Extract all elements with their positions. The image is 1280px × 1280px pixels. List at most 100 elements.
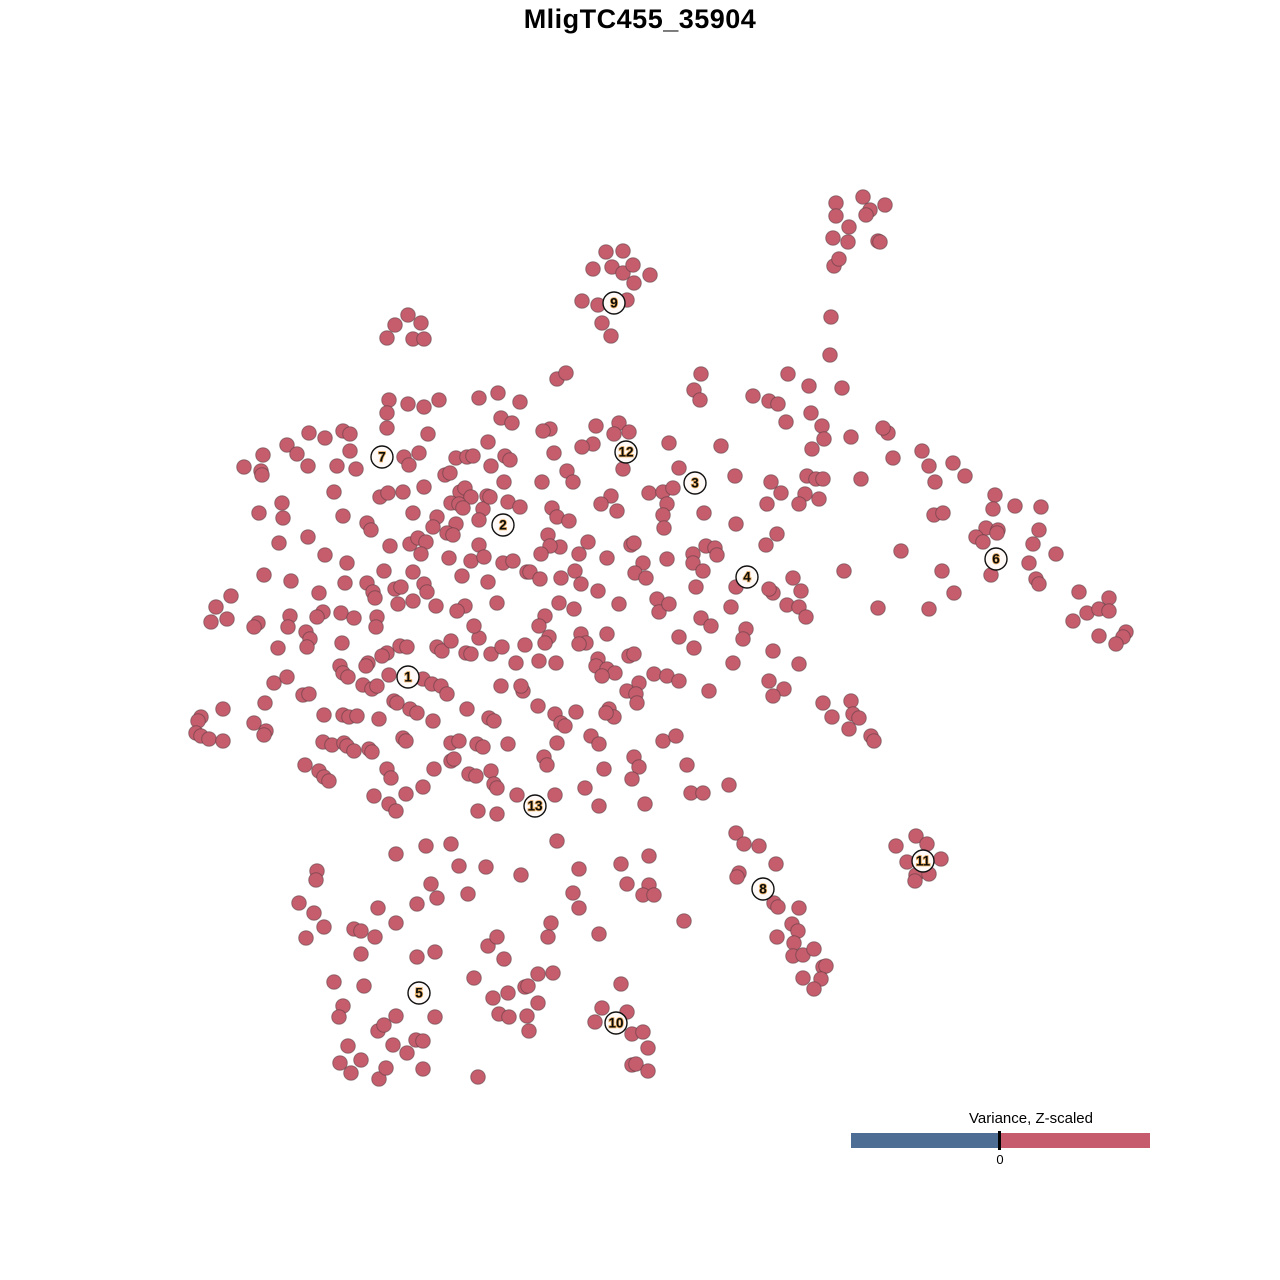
data-point [342, 426, 358, 442]
data-point [460, 886, 476, 902]
data-point [671, 629, 687, 645]
data-point [256, 567, 272, 583]
data-point [299, 639, 315, 655]
data-point [409, 896, 425, 912]
data-point [919, 836, 935, 852]
cluster-badge-halo: 12 [618, 445, 633, 460]
cluster-badge-halo: 5 [415, 986, 423, 1001]
data-point [546, 445, 562, 461]
data-point [656, 520, 672, 536]
data-point [449, 603, 465, 619]
data-point [853, 471, 869, 487]
cluster-badge-circle [523, 794, 547, 818]
data-point [494, 639, 510, 655]
data-point [427, 944, 443, 960]
data-point [671, 673, 687, 689]
data-point [626, 275, 642, 291]
data-point [309, 609, 325, 625]
cluster-badge-halo: 8 [759, 882, 767, 897]
data-point [334, 635, 350, 651]
data-point [769, 929, 785, 945]
data-point [801, 378, 817, 394]
data-point [985, 501, 1001, 517]
data-point [434, 643, 450, 659]
data-point [626, 646, 642, 662]
data-point [571, 900, 587, 916]
cluster-badge-circle [984, 547, 1008, 571]
data-point [671, 460, 687, 476]
data-point [594, 668, 610, 684]
data-point [606, 426, 622, 442]
data-point [580, 534, 596, 550]
data-point [246, 715, 262, 731]
data-point [1021, 555, 1037, 571]
data-point [376, 1017, 392, 1033]
data-point [446, 751, 462, 767]
data-point [626, 535, 642, 551]
data-point [398, 786, 414, 802]
data-point [609, 503, 625, 519]
data-point [851, 710, 867, 726]
data-point [512, 394, 528, 410]
data-point [728, 516, 744, 532]
data-point [934, 563, 950, 579]
data-point [778, 414, 794, 430]
data-point [1025, 536, 1041, 552]
data-point [255, 447, 271, 463]
data-point [591, 798, 607, 814]
data-point [635, 1024, 651, 1040]
data-point [358, 658, 374, 674]
data-point [531, 653, 547, 669]
data-point [695, 785, 711, 801]
data-point [335, 508, 351, 524]
data-point [585, 261, 601, 277]
data-point [831, 251, 847, 267]
data-point [532, 571, 548, 587]
data-point [366, 788, 382, 804]
data-point [553, 570, 569, 586]
data-point [471, 512, 487, 528]
cluster-label-6: 66 [984, 547, 1008, 571]
data-point [379, 405, 395, 421]
data-point [251, 505, 267, 521]
cluster-label-7: 77 [370, 445, 394, 469]
data-point [695, 563, 711, 579]
data-point [769, 526, 785, 542]
data-point [729, 869, 745, 885]
data-point [549, 735, 565, 751]
data-point [594, 315, 610, 331]
cluster-badge-halo: 7 [378, 450, 386, 465]
data-point [834, 380, 850, 396]
data-point [400, 307, 416, 323]
data-point [921, 601, 937, 617]
data-point [534, 474, 550, 490]
data-point [476, 549, 492, 565]
data-point [485, 990, 501, 1006]
data-point [768, 856, 784, 872]
data-point [804, 441, 820, 457]
data-point [625, 257, 641, 273]
legend-zero-label: 0 [996, 1152, 1004, 1167]
data-point [208, 599, 224, 615]
data-point [280, 619, 296, 635]
data-point [451, 858, 467, 874]
data-point [297, 757, 313, 773]
data-point [483, 646, 499, 662]
data-point [405, 564, 421, 580]
data-point [1031, 522, 1047, 538]
data-point [840, 234, 856, 250]
data-point [353, 946, 369, 962]
data-point [946, 585, 962, 601]
cluster-badge-number: 10 [608, 1016, 623, 1031]
legend-zero-tick [998, 1131, 1001, 1150]
data-point [786, 935, 802, 951]
data-point [274, 495, 290, 511]
data-point [342, 443, 358, 459]
data-point [624, 771, 640, 787]
data-point [535, 423, 551, 439]
data-point [703, 618, 719, 634]
data-point [383, 770, 399, 786]
data-point [316, 919, 332, 935]
data-point [333, 605, 349, 621]
data-point [596, 761, 612, 777]
